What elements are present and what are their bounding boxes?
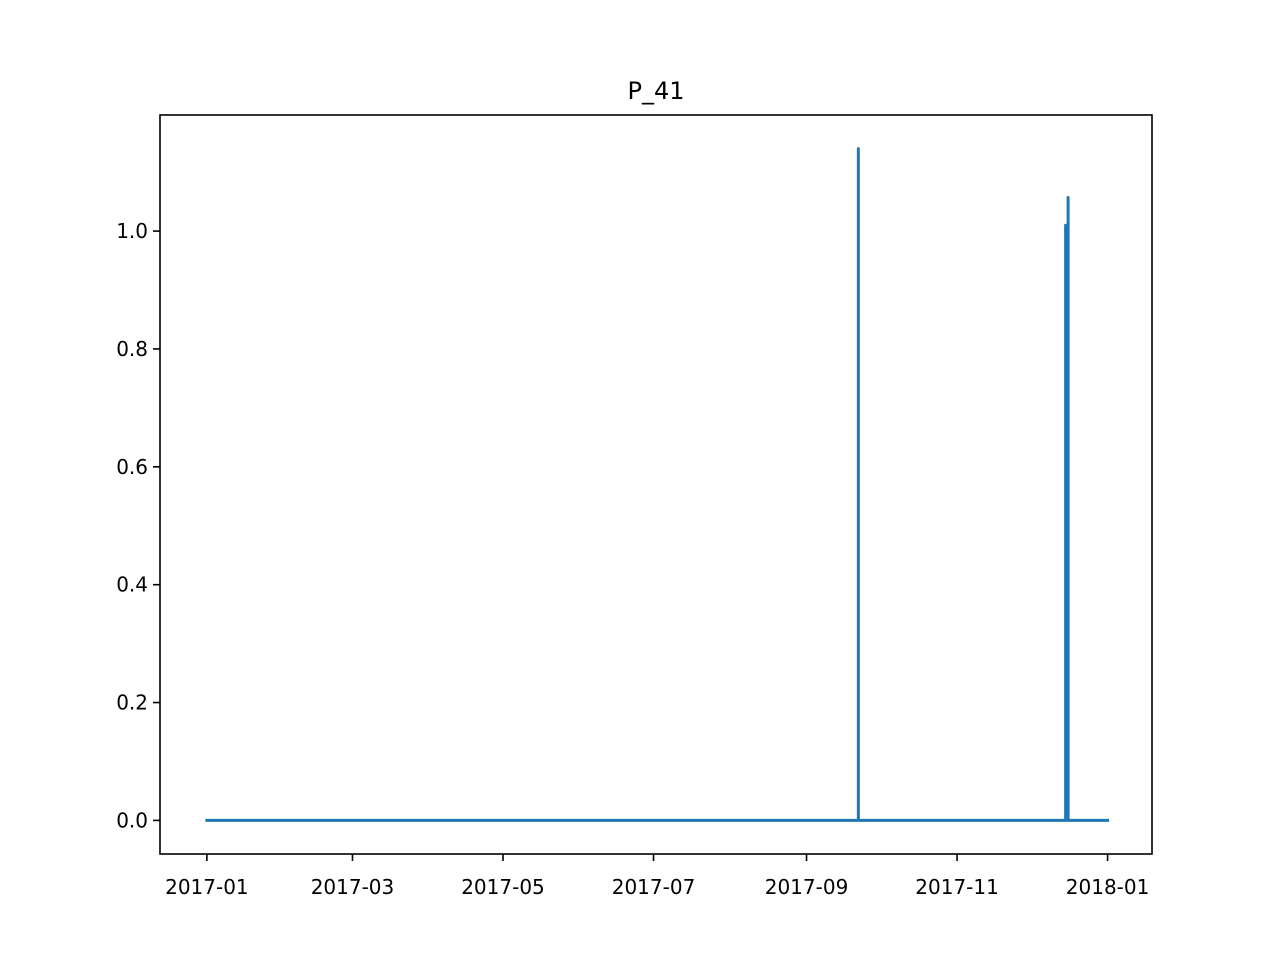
x-axis: 2017-01 2017-03 2017-05 2017-07 2017-09 2017-… [165,854,1149,899]
x-tick-label: 2017-03 [311,875,395,899]
series-layer [205,147,1110,822]
plot-frame [159,114,1153,855]
y-axis: 0.0 0.2 0.4 0.6 0.8 1.0 [116,219,160,832]
y-tick-label: 0.2 [116,691,148,715]
x-tick-label: 2017-05 [461,875,545,899]
x-tick-label: 2017-07 [612,875,696,899]
series-line-0 [205,147,1110,822]
x-tick-label: 2017-11 [915,875,999,899]
y-tick-label: 1.0 [116,219,148,243]
x-tick-label: 2017-01 [165,875,249,899]
y-tick-label: 0.6 [116,455,148,479]
chart-title: P_41 [627,77,684,105]
y-tick-label: 0.4 [116,573,148,597]
y-tick-label: 0.8 [116,337,148,361]
x-tick-label: 2018-01 [1066,875,1150,899]
y-tick-label: 0.0 [116,808,148,832]
x-tick-label: 2017-09 [765,875,849,899]
